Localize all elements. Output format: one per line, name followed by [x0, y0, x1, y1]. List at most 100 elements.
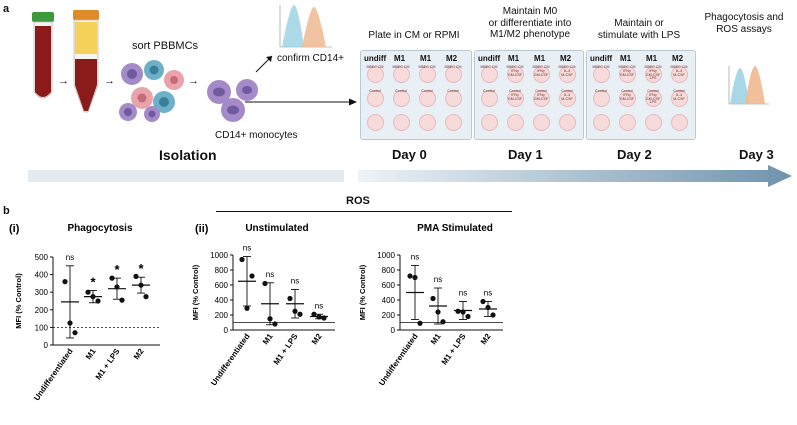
plate-well-label: MBEC CM IFNγ GM-CSF: [618, 65, 636, 77]
data-point: [119, 297, 125, 303]
x-tick-label: M1: [84, 347, 98, 362]
significance-label: *: [90, 274, 96, 289]
data-point: [143, 294, 149, 300]
data-point: [114, 284, 120, 290]
plate-well: [593, 114, 610, 131]
plate-well: [393, 90, 410, 107]
plate-column-header: undiff: [364, 54, 387, 63]
chart-title: PMA Stimulated: [417, 223, 493, 234]
plate-well: [445, 90, 462, 107]
y-tick-label: 0: [391, 326, 396, 335]
plate-column-header: M1: [508, 54, 520, 63]
data-point: [72, 330, 78, 336]
plate-column-header: M1: [620, 54, 632, 63]
plate-column-header: M2: [560, 54, 572, 63]
plate-well-label: Control IL-4 M-CSF: [673, 89, 685, 101]
y-axis-label: MFI (% Control): [191, 264, 200, 320]
data-point: [109, 275, 115, 281]
data-point: [95, 298, 101, 304]
significance-label: ns: [484, 289, 492, 298]
plate-column-header: M2: [672, 54, 684, 63]
day2-label: Day 2: [617, 147, 652, 162]
significance-label: ns: [243, 244, 251, 253]
plate-well: [533, 90, 550, 107]
plate-well: [481, 66, 498, 83]
significance-label: ns: [315, 301, 323, 310]
y-tick-label: 400: [382, 296, 396, 305]
plate-well: [559, 90, 576, 107]
plate-column-header: undiff: [590, 54, 613, 63]
plate-well: [619, 90, 636, 107]
significance-label: ns: [434, 275, 442, 284]
plate-well: [367, 114, 384, 131]
x-tick-label: M1: [429, 332, 443, 347]
significance-label: *: [138, 261, 144, 276]
x-tick-label: M1: [261, 332, 275, 347]
plate-well-label: MBEC CM IL-4 M-CSF: [670, 65, 688, 77]
y-tick-label: 0: [224, 326, 229, 335]
plate-well-label: Control: [447, 89, 459, 93]
plate-well-label: Control IFNγ GM-CSF LPS: [645, 89, 661, 105]
y-tick-label: 200: [35, 306, 49, 315]
x-tick-label: M2: [310, 332, 324, 347]
data-point: [311, 311, 317, 317]
data-point: [412, 274, 418, 281]
plate-well: [419, 66, 436, 83]
plate-well: [619, 66, 636, 83]
plate-day0: undiff M1 M1 M2 MBEC CM MBEC CM MBEC CM MBEC CM…: [360, 50, 472, 140]
stage-day1-text: Maintain M0 or differentiate into M1/M2 …: [488, 6, 572, 40]
plate-well: [481, 90, 498, 107]
significance-label: ns: [66, 253, 74, 262]
data-point: [62, 279, 68, 285]
y-tick-label: 1000: [377, 251, 395, 260]
data-point: [272, 321, 278, 327]
plate-well: [419, 114, 436, 131]
significance-label: ns: [291, 277, 299, 286]
subplot-label: (i): [9, 223, 20, 235]
plate-column-header: M1: [646, 54, 658, 63]
plate-well-label: MBEC CM IL-4 M-CSF: [558, 65, 576, 77]
stage-day0-text: Plate in CM or RPMI: [368, 30, 460, 41]
data-point: [262, 280, 268, 287]
plate-well: [671, 114, 688, 131]
stage-day3-text: Phagocytosis and ROS assays: [704, 12, 784, 35]
x-tick-label: M1 + LPS: [272, 331, 300, 366]
plate-well: [507, 66, 524, 83]
data-point: [239, 256, 245, 263]
plate-well-label: MBEC CM: [418, 65, 436, 69]
plate-well-label: MBEC CM: [366, 65, 384, 69]
plate-well-label: Control: [595, 89, 607, 93]
data-point: [292, 308, 298, 314]
confirm-label: confirm CD14+: [277, 53, 344, 64]
data-point: [133, 273, 139, 279]
day1-label: Day 1: [508, 147, 543, 162]
x-tick-label: M1 + LPS: [94, 346, 122, 381]
plate-well: [481, 114, 498, 131]
significance-label: ns: [411, 253, 419, 262]
ros-title: ROS: [346, 195, 370, 207]
timeline-arrow: [358, 165, 792, 187]
y-tick-label: 800: [382, 266, 396, 275]
plate-well-label: MBEC CM IFNγ GM-CSF: [506, 65, 524, 77]
isolation-bar: [28, 170, 344, 182]
day0-label: Day 0: [392, 147, 427, 162]
monocyte-label: CD14+ monocytes: [215, 130, 298, 141]
x-tick-label: M1 + LPS: [440, 331, 468, 366]
y-axis-label: MFI (% Control): [358, 264, 367, 320]
significance-label: ns: [459, 289, 467, 298]
data-point: [316, 314, 322, 320]
plate-column-header: undiff: [478, 54, 501, 63]
isolation-arrow-icon: [245, 98, 357, 106]
plate-well: [593, 90, 610, 107]
assay-histogram-icon: [728, 66, 769, 105]
data-point: [430, 295, 436, 302]
plate-well: [367, 90, 384, 107]
plate-well: [593, 66, 610, 83]
plate-well: [393, 114, 410, 131]
subplot-label: (ii): [195, 223, 209, 235]
data-point: [244, 305, 250, 311]
plate-well: [645, 66, 662, 83]
plate-well-label: Control: [421, 89, 433, 93]
ros-bracket: [216, 211, 512, 212]
